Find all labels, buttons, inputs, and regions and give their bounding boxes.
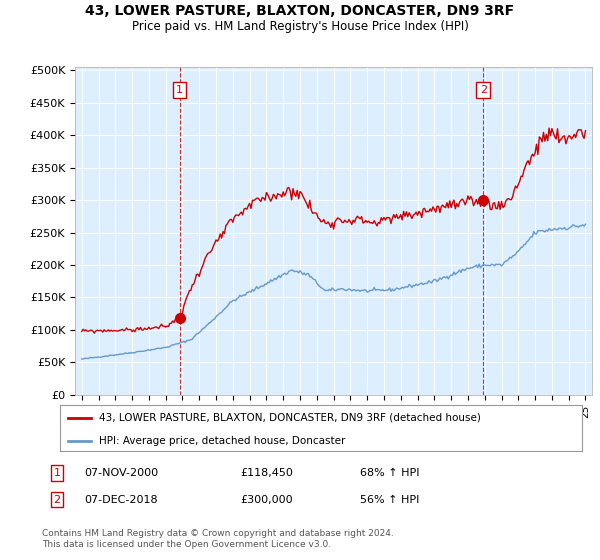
Text: HPI: Average price, detached house, Doncaster: HPI: Average price, detached house, Donc… — [99, 436, 346, 446]
Text: 1: 1 — [176, 85, 183, 95]
Text: 56% ↑ HPI: 56% ↑ HPI — [360, 494, 419, 505]
Text: 43, LOWER PASTURE, BLAXTON, DONCASTER, DN9 3RF (detached house): 43, LOWER PASTURE, BLAXTON, DONCASTER, D… — [99, 413, 481, 423]
Text: 2: 2 — [480, 85, 487, 95]
Text: 1: 1 — [53, 468, 61, 478]
Text: 68% ↑ HPI: 68% ↑ HPI — [360, 468, 419, 478]
Text: 2: 2 — [53, 494, 61, 505]
Text: 43, LOWER PASTURE, BLAXTON, DONCASTER, DN9 3RF: 43, LOWER PASTURE, BLAXTON, DONCASTER, D… — [85, 4, 515, 18]
Text: £118,450: £118,450 — [240, 468, 293, 478]
Text: £300,000: £300,000 — [240, 494, 293, 505]
Text: Price paid vs. HM Land Registry's House Price Index (HPI): Price paid vs. HM Land Registry's House … — [131, 20, 469, 32]
Text: 07-NOV-2000: 07-NOV-2000 — [84, 468, 158, 478]
Text: Contains HM Land Registry data © Crown copyright and database right 2024.
This d: Contains HM Land Registry data © Crown c… — [42, 529, 394, 549]
Text: 07-DEC-2018: 07-DEC-2018 — [84, 494, 158, 505]
